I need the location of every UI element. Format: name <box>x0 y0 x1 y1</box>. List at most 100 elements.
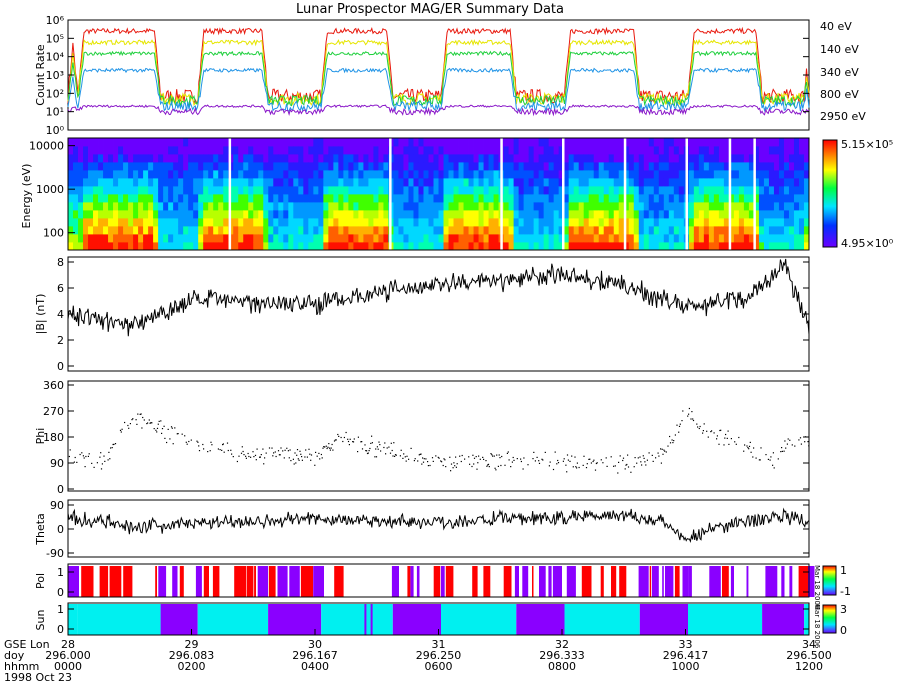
phi-point <box>222 444 224 446</box>
spectrogram-cell <box>733 202 740 211</box>
spectrogram-cell <box>658 154 665 163</box>
spectrogram-cell <box>648 234 655 243</box>
spectrogram-cell <box>773 154 780 163</box>
spectrogram-cell <box>658 218 665 227</box>
spectrogram-cell <box>378 138 384 147</box>
spectrogram-cell <box>523 138 530 147</box>
spectrogram-cell <box>558 186 565 195</box>
pol-bar <box>638 566 649 597</box>
phi-point <box>318 452 320 454</box>
series-line-3 <box>67 67 810 113</box>
spectrogram-cell <box>448 210 454 219</box>
sun-segment <box>762 604 805 635</box>
spectrogram-cell <box>803 202 810 211</box>
spectrogram-gap <box>685 138 688 250</box>
spectrogram-cell <box>668 210 675 219</box>
phi-point <box>96 462 98 464</box>
phi-point <box>265 452 267 454</box>
phi-point <box>371 435 373 437</box>
phi-point <box>87 455 89 457</box>
spectrogram-cell <box>528 210 535 219</box>
phi-point <box>379 444 381 446</box>
spectrogram-cell <box>478 186 484 195</box>
spectrogram-cell <box>693 154 700 163</box>
pol-bar <box>254 566 256 597</box>
phi-point <box>375 448 377 450</box>
spectrogram-cell <box>373 202 379 211</box>
spectrogram-cell <box>653 138 660 147</box>
spectrogram-cell <box>688 170 695 179</box>
spectrogram-cell <box>308 218 314 227</box>
spectrogram-cell <box>233 146 239 155</box>
phi-point <box>646 459 648 461</box>
spectrogram-cell <box>688 146 695 155</box>
pol-bar <box>730 566 734 597</box>
spectrogram-cell <box>713 138 720 147</box>
spectrogram-cell <box>593 170 600 179</box>
spectrogram-cell <box>173 178 179 187</box>
spectrogram-cell <box>348 234 354 243</box>
spectrogram-cell <box>453 146 459 155</box>
spectrogram-cell <box>118 154 124 163</box>
spectrogram-cell <box>678 178 685 187</box>
phi-point <box>605 457 607 459</box>
phi-point <box>68 455 70 458</box>
spectrogram-cell <box>178 218 184 227</box>
spectrogram-cell <box>673 170 680 179</box>
spectrogram-cell <box>578 138 585 147</box>
spectrogram-cell <box>68 162 74 171</box>
spectrogram-cell <box>783 162 790 171</box>
spectrogram-cell <box>118 234 124 243</box>
spectrogram-cell <box>598 202 605 211</box>
phi-point <box>472 454 474 456</box>
spectrogram-cell <box>233 202 239 211</box>
spectrogram-cell <box>188 138 194 147</box>
spectrogram-cell <box>283 186 289 195</box>
spectrogram-cell <box>178 186 184 195</box>
phi-point <box>335 439 337 441</box>
spectrogram-cell <box>598 218 605 227</box>
phi-point <box>471 465 473 468</box>
spectrogram-cell <box>783 194 790 203</box>
spectrogram-cell <box>378 226 384 235</box>
spectrogram-cell <box>573 226 580 235</box>
spectrogram-cell <box>303 226 309 235</box>
phi-point <box>394 454 397 456</box>
spectrogram-cell <box>668 178 675 187</box>
spectrogram-cell <box>288 170 294 179</box>
spectrogram-cell <box>788 234 795 243</box>
phi-point <box>767 458 769 460</box>
phi-point <box>541 458 543 460</box>
spectrogram-cell <box>743 226 750 235</box>
spectrogram-cell <box>778 138 785 147</box>
spectrogram-cell <box>293 210 299 219</box>
spectrogram-cell <box>718 186 725 195</box>
spectrogram-cell <box>543 218 550 227</box>
spectrogram-cell <box>278 170 284 179</box>
phi-point <box>108 451 110 453</box>
spectrogram-cell <box>183 242 189 251</box>
phi-point <box>300 453 302 455</box>
spectrogram-cell <box>503 210 509 219</box>
phi-point <box>627 454 629 456</box>
phi-point <box>748 445 751 447</box>
phi-point <box>735 443 737 445</box>
phi-point <box>158 420 160 422</box>
spectrogram-cell <box>653 226 660 235</box>
spectrogram-cell <box>523 186 530 195</box>
spectrogram-cell <box>713 226 720 235</box>
spectrogram-cell <box>143 234 149 243</box>
spectrogram-cell <box>578 226 585 235</box>
spectrogram-cell <box>298 138 304 147</box>
phi-point <box>687 415 689 417</box>
spectrogram-cell <box>773 226 780 235</box>
phi-point <box>706 430 708 432</box>
spectrogram-cell <box>328 146 334 155</box>
phi-point <box>161 428 164 430</box>
spectrogram-cell <box>188 162 194 171</box>
sun-panel: 01 Sun 3 0 <box>34 602 847 637</box>
phi-point <box>353 438 355 440</box>
phi-point <box>679 423 681 425</box>
spectrogram-cell <box>598 146 605 155</box>
spectrogram-tick-label: 10000 <box>29 140 64 153</box>
